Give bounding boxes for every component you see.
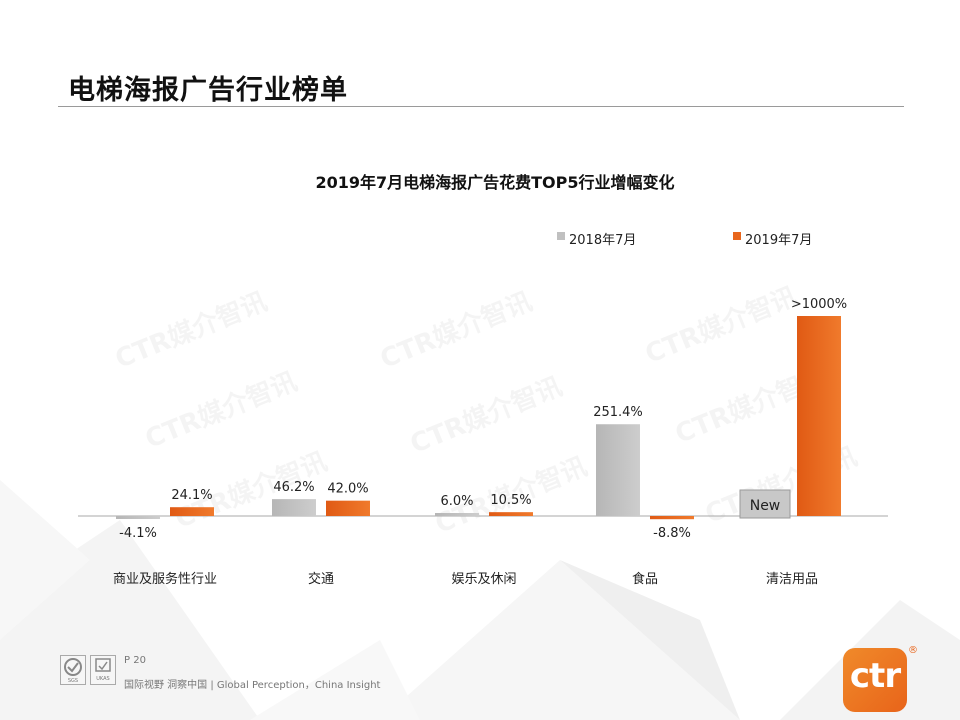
bar-2019 [489,512,533,516]
sgs-cert-icon: SGS [60,655,86,685]
legend-label: 2018年7月 [569,233,636,248]
certification-logos: SGS UKAS [60,655,118,685]
legend-label: 2019年7月 [745,233,812,248]
page-title: 电梯海报广告行业榜单 [68,75,348,106]
bar-2019 [170,507,214,516]
data-label: -4.1% [119,526,157,541]
bar-2018 [596,424,640,516]
ctr-logo: ctr [843,648,907,712]
legend-swatch [733,232,741,240]
ukas-cert-icon: UKAS [90,655,116,685]
ctr-logo-text: ctr [849,656,901,696]
chart-title: 2019年7月电梯海报广告花费TOP5行业增幅变化 [315,173,674,192]
data-label: 42.0% [327,482,368,497]
data-label: 46.2% [273,480,314,495]
title-divider [58,106,904,107]
data-label: 6.0% [440,494,473,509]
bar-2018 [272,499,316,516]
x-tick-label: 交通 [308,571,334,587]
data-label: >1000% [791,297,847,312]
new-badge [739,489,791,519]
bar-2019 [797,316,841,516]
data-label: 24.1% [171,488,212,503]
ukas-label: UKAS [96,676,109,682]
footer-tagline: 国际视野 洞察中国 | Global Perception，China Insi… [124,680,381,691]
registered-mark: ® [908,645,918,656]
bar-2018 [116,516,160,519]
page-number: P 20 [124,655,146,666]
bar-2019 [326,500,370,516]
new-badge-label: New [750,498,781,514]
sgs-label: SGS [68,678,78,684]
data-label: -8.8% [653,526,691,541]
data-label: 10.5% [490,493,531,508]
x-tick-label: 娱乐及休闲 [451,572,516,587]
x-tick-label: 清洁用品 [766,572,818,587]
bar-2019 [650,516,694,520]
legend-swatch [557,232,565,240]
x-tick-label: 食品 [632,571,658,587]
bar-2018 [435,513,479,516]
x-tick-label: 商业及服务性行业 [113,571,217,587]
data-label: 251.4% [593,405,643,420]
